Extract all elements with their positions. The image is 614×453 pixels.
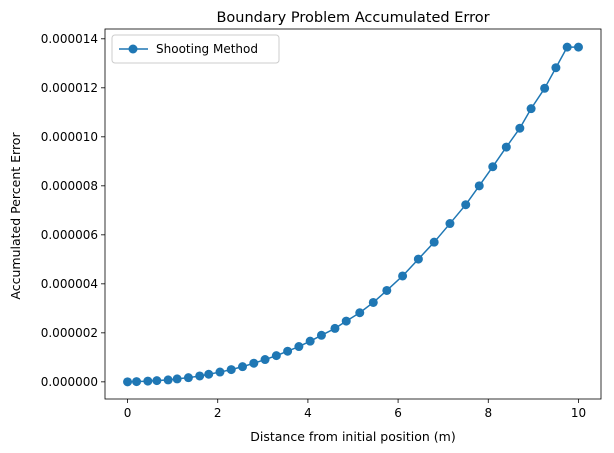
data-point bbox=[163, 375, 173, 385]
data-point bbox=[573, 42, 583, 52]
data-point bbox=[260, 355, 270, 365]
legend-marker bbox=[128, 44, 138, 54]
data-point bbox=[562, 42, 572, 52]
y-tick-label: 0.000008 bbox=[41, 179, 98, 193]
axes-frame bbox=[104, 28, 602, 400]
legend-label: Shooting Method bbox=[156, 42, 258, 56]
data-point bbox=[172, 374, 182, 384]
data-point bbox=[461, 200, 471, 210]
x-tick-label: 10 bbox=[571, 406, 586, 420]
y-tick-label: 0.000014 bbox=[41, 32, 98, 46]
data-point bbox=[316, 330, 326, 340]
x-tick-label: 6 bbox=[394, 406, 402, 420]
y-tick-label: 0.000004 bbox=[41, 277, 98, 291]
data-point bbox=[382, 285, 392, 295]
x-axis-label: Distance from initial position (m) bbox=[250, 429, 455, 444]
data-point bbox=[132, 377, 142, 387]
y-tick-label: 0.000006 bbox=[41, 228, 98, 242]
plot-area bbox=[123, 42, 583, 387]
data-point bbox=[526, 104, 536, 114]
data-point bbox=[488, 162, 498, 172]
data-point bbox=[152, 376, 162, 386]
data-point bbox=[283, 346, 293, 356]
legend: Shooting Method bbox=[111, 34, 280, 64]
data-point bbox=[226, 365, 236, 375]
data-point bbox=[474, 181, 484, 191]
x-tick-label: 0 bbox=[124, 406, 132, 420]
data-point bbox=[123, 377, 133, 387]
y-tick-label: 0.000012 bbox=[41, 81, 98, 95]
data-point bbox=[215, 367, 225, 377]
data-point bbox=[204, 369, 214, 379]
legend-box bbox=[111, 34, 280, 64]
data-point bbox=[355, 308, 365, 318]
x-tick-label: 2 bbox=[214, 406, 222, 420]
data-point bbox=[305, 336, 315, 346]
data-point bbox=[413, 254, 423, 264]
data-point bbox=[195, 371, 205, 381]
x-tick-label: 4 bbox=[304, 406, 312, 420]
data-point bbox=[515, 123, 525, 133]
data-point bbox=[551, 63, 561, 73]
data-point bbox=[341, 316, 351, 326]
data-point bbox=[249, 358, 259, 368]
data-point bbox=[294, 342, 304, 352]
data-point bbox=[183, 373, 193, 383]
y-tick-label: 0.000010 bbox=[41, 130, 98, 144]
data-point bbox=[143, 376, 153, 386]
data-point bbox=[330, 323, 340, 333]
data-point bbox=[540, 83, 550, 93]
data-point bbox=[368, 297, 378, 307]
y-tick-label: 0.000000 bbox=[41, 375, 98, 389]
y-tick-label: 0.000002 bbox=[41, 326, 98, 340]
data-point bbox=[238, 362, 248, 372]
data-point bbox=[501, 142, 511, 152]
x-tick-label: 8 bbox=[484, 406, 492, 420]
data-point bbox=[445, 219, 455, 229]
chart-title: Boundary Problem Accumulated Error bbox=[216, 10, 489, 26]
y-axis-label: Accumulated Percent Error bbox=[8, 132, 23, 300]
data-point bbox=[271, 351, 281, 361]
data-point bbox=[429, 237, 439, 247]
data-point bbox=[398, 271, 408, 281]
axes: 0 2 4 6 8 10 0.000000 0.000002 0.000004 0.000006 0… bbox=[41, 28, 602, 420]
